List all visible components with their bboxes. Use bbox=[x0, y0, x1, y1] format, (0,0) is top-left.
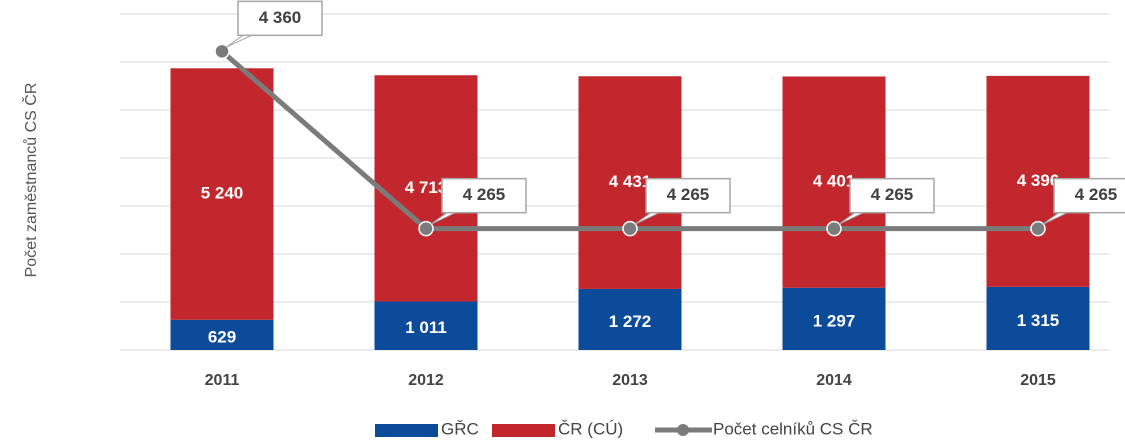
callout-box bbox=[237, 0, 323, 37]
bar bbox=[578, 288, 682, 350]
y-axis-label: Počet zaměstnanců CS ČR bbox=[21, 83, 40, 278]
legend-label: Počet celníků CS ČR bbox=[713, 419, 873, 438]
line-marker bbox=[214, 43, 230, 60]
legend-swatch bbox=[375, 424, 438, 437]
line-marker bbox=[1030, 220, 1046, 237]
line-marker bbox=[418, 220, 434, 237]
line-value-label: 4 265 bbox=[871, 185, 914, 204]
bar-value-label: 4 401 bbox=[813, 172, 856, 191]
callout-box bbox=[1053, 177, 1125, 214]
bar-value-label: 1 297 bbox=[813, 311, 856, 330]
line-marker bbox=[622, 220, 638, 237]
x-tick-label: 2011 bbox=[205, 372, 240, 389]
line-value-label: 4 265 bbox=[667, 185, 710, 204]
bar bbox=[170, 319, 274, 350]
bar-value-label: 4 431 bbox=[609, 172, 652, 191]
bar bbox=[170, 68, 274, 320]
bar-value-label: 1 011 bbox=[405, 318, 447, 337]
bar bbox=[986, 286, 1090, 350]
x-tick-label: 2015 bbox=[1020, 372, 1056, 389]
callout-box bbox=[441, 177, 527, 214]
bar-value-label: 4 713 bbox=[405, 178, 448, 197]
bar-value-label: 4 396 bbox=[1017, 171, 1060, 190]
bar-value-label: 1 272 bbox=[609, 312, 652, 331]
x-tick-label: 2013 bbox=[612, 372, 648, 389]
bar-value-label: 629 bbox=[208, 327, 236, 346]
x-tick-label: 2014 bbox=[816, 372, 852, 389]
legend-label: ČR (CÚ) bbox=[558, 419, 623, 438]
legend-swatch bbox=[492, 424, 555, 437]
bar-value-label: 1 315 bbox=[1017, 311, 1060, 330]
line-value-label: 4 360 bbox=[259, 8, 302, 27]
bar-value-label: 5 240 bbox=[201, 184, 244, 203]
legend-marker bbox=[677, 424, 689, 436]
callout-box bbox=[645, 177, 731, 214]
callout-box bbox=[849, 177, 935, 214]
line-value-label: 4 265 bbox=[463, 185, 506, 204]
bar bbox=[374, 301, 478, 350]
x-tick-label: 2012 bbox=[408, 372, 444, 389]
legend-label: GŘC bbox=[441, 419, 479, 438]
line-marker bbox=[826, 220, 842, 237]
line-value-label: 4 265 bbox=[1075, 185, 1118, 204]
bar bbox=[782, 287, 886, 350]
